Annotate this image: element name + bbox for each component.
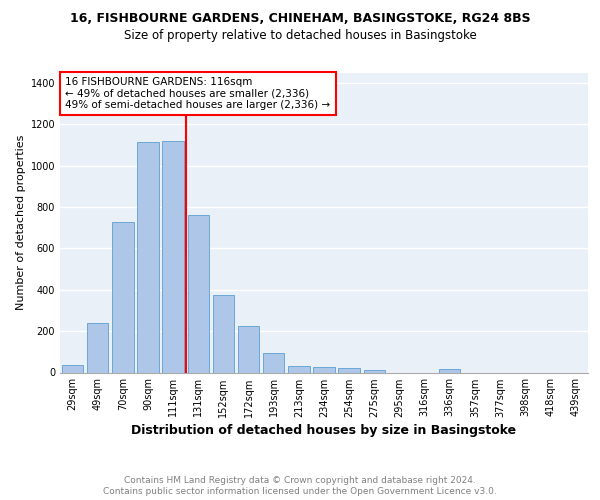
Bar [364, 370, 385, 372]
X-axis label: Distribution of detached houses by size in Basingstoke: Distribution of detached houses by size … [131, 424, 517, 437]
Bar [112, 222, 134, 372]
Bar [213, 295, 234, 372]
Bar [338, 368, 360, 372]
Bar [238, 326, 259, 372]
Text: Contains HM Land Registry data © Crown copyright and database right 2024.: Contains HM Land Registry data © Crown c… [124, 476, 476, 485]
Text: Contains public sector information licensed under the Open Government Licence v3: Contains public sector information licen… [103, 488, 497, 496]
Bar [62, 366, 83, 372]
Text: 16, FISHBOURNE GARDENS, CHINEHAM, BASINGSTOKE, RG24 8BS: 16, FISHBOURNE GARDENS, CHINEHAM, BASING… [70, 12, 530, 26]
Bar [87, 324, 109, 372]
Y-axis label: Number of detached properties: Number of detached properties [16, 135, 26, 310]
Bar [137, 142, 158, 372]
Bar [163, 141, 184, 372]
Bar [288, 366, 310, 372]
Bar [263, 354, 284, 372]
Bar [439, 370, 460, 372]
Bar [188, 216, 209, 372]
Bar [313, 368, 335, 372]
Text: 16 FISHBOURNE GARDENS: 116sqm
← 49% of detached houses are smaller (2,336)
49% o: 16 FISHBOURNE GARDENS: 116sqm ← 49% of d… [65, 77, 331, 110]
Text: Size of property relative to detached houses in Basingstoke: Size of property relative to detached ho… [124, 29, 476, 42]
